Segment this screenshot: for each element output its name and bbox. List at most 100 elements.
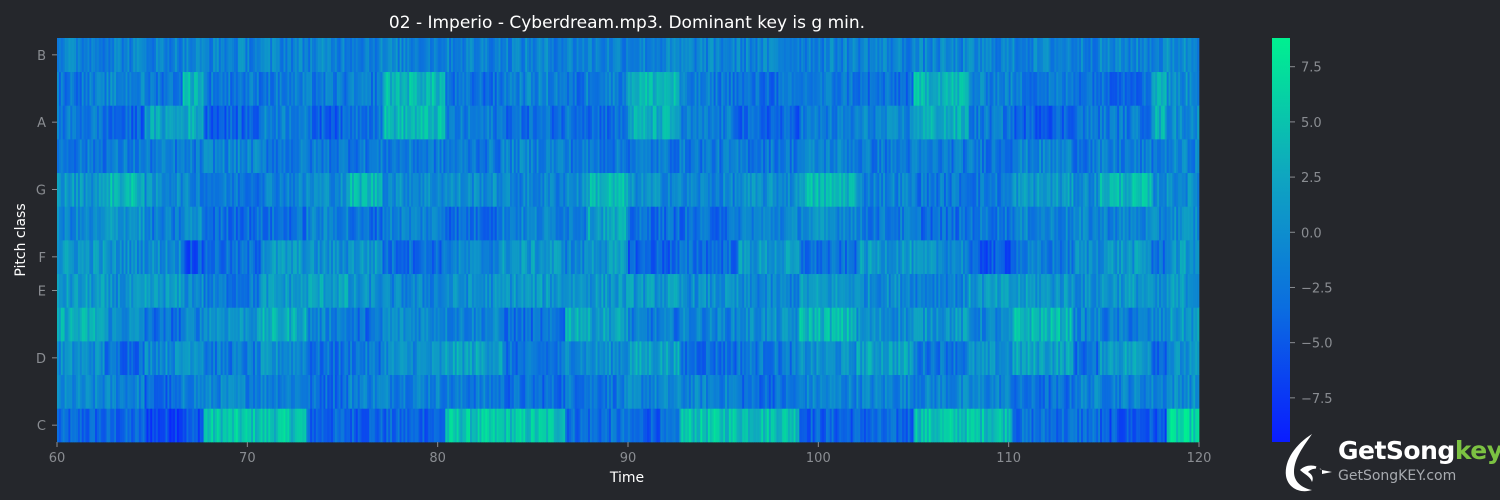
heatmap-cell	[77, 172, 81, 207]
heatmap-cell	[816, 273, 819, 308]
heatmap-cell	[245, 408, 248, 443]
heatmap-cell	[1073, 240, 1076, 275]
heatmap-cell	[1016, 408, 1019, 443]
heatmap-cell	[1025, 172, 1029, 207]
heatmap-cell	[862, 273, 865, 308]
heatmap-cell	[1126, 408, 1129, 443]
heatmap-cell	[509, 172, 513, 207]
heatmap-cell	[951, 408, 954, 443]
heatmap-cell	[431, 273, 435, 308]
heatmap-cell	[534, 206, 537, 241]
heatmap-cell	[393, 240, 397, 275]
heatmap-cell	[1025, 374, 1029, 409]
heatmap-cell	[1012, 206, 1015, 241]
heatmap-cell	[186, 273, 189, 308]
heatmap-cell	[903, 408, 907, 443]
heatmap-cell	[361, 206, 364, 241]
heatmap-cell	[982, 273, 985, 308]
heatmap-cell	[127, 172, 130, 207]
heatmap-cell	[810, 240, 813, 275]
heatmap-cell	[1101, 341, 1105, 376]
heatmap-cell	[441, 374, 444, 409]
heatmap-cell	[679, 206, 682, 241]
heatmap-cell	[258, 172, 261, 207]
heatmap-cell	[578, 240, 581, 275]
heatmap-cell	[232, 341, 235, 376]
heatmap-cell	[959, 172, 962, 207]
heatmap-cell	[513, 341, 517, 376]
heatmap-cell	[529, 206, 532, 241]
heatmap-cell	[681, 240, 684, 275]
heatmap-cell	[323, 307, 326, 342]
heatmap-cell	[774, 240, 777, 275]
heatmap-cell	[150, 374, 153, 409]
heatmap-cell	[171, 341, 174, 376]
heatmap-cell	[770, 206, 773, 241]
heatmap-cell	[687, 374, 690, 409]
heatmap-cell	[976, 206, 979, 241]
heatmap-cell	[1094, 374, 1097, 409]
heatmap-cell	[359, 307, 362, 342]
heatmap-cell	[1004, 341, 1008, 376]
heatmap-cell	[982, 206, 985, 241]
heatmap-cell	[1073, 341, 1076, 376]
heatmap-cell	[746, 273, 749, 308]
heatmap-cell	[367, 240, 370, 275]
heatmap-cell	[846, 240, 850, 275]
heatmap-cell	[1041, 307, 1044, 342]
heatmap-cell	[784, 273, 787, 308]
heatmap-cell	[974, 341, 977, 376]
heatmap-cell	[1164, 408, 1167, 443]
heatmap-cell	[595, 341, 598, 376]
heatmap-cell	[976, 341, 979, 376]
heatmap-cell	[637, 273, 640, 308]
heatmap-cell	[481, 240, 484, 275]
heatmap-cell	[569, 341, 572, 376]
heatmap-cell	[523, 307, 526, 342]
heatmap-cell	[614, 341, 617, 376]
heatmap-cell	[1004, 240, 1008, 275]
heatmap-cell	[589, 273, 593, 308]
heatmap-cell	[753, 172, 756, 207]
heatmap-cell	[359, 240, 362, 275]
heatmap-cell	[778, 206, 781, 241]
heatmap-cell	[490, 172, 494, 207]
heatmap-cell	[302, 374, 305, 409]
heatmap-cell	[1195, 341, 1198, 376]
heatmap-cell	[342, 139, 345, 174]
heatmap-cell	[869, 408, 872, 443]
heatmap-cell	[195, 139, 199, 174]
heatmap-cell	[805, 273, 808, 308]
heatmap-cell	[607, 408, 610, 443]
heatmap-cell	[955, 307, 958, 342]
heatmap-cell	[884, 172, 888, 207]
heatmap-cell	[386, 240, 389, 275]
heatmap-cell	[485, 374, 488, 409]
heatmap-cell	[418, 408, 421, 443]
heatmap-cell	[789, 341, 793, 376]
heatmap-cell	[1067, 206, 1070, 241]
heatmap-cell	[477, 240, 480, 275]
heatmap-cell	[302, 408, 305, 443]
heatmap-cell	[740, 374, 743, 409]
heatmap-cell	[449, 240, 452, 275]
heatmap-cell	[620, 374, 623, 409]
heatmap-cell	[928, 408, 931, 443]
heatmap-cell	[127, 240, 130, 275]
heatmap-cell	[450, 206, 454, 241]
heatmap-cell	[315, 374, 319, 409]
heatmap-cell	[380, 172, 383, 207]
heatmap-cell	[1170, 341, 1173, 376]
heatmap-cell	[184, 273, 187, 308]
heatmap-cell	[824, 240, 827, 275]
heatmap-cell	[538, 273, 541, 308]
heatmap-cell	[911, 240, 914, 275]
heatmap-cell	[824, 273, 827, 308]
heatmap-cell	[391, 341, 395, 376]
heatmap-cell	[770, 307, 773, 342]
heatmap-cell	[966, 273, 970, 308]
heatmap-cell	[1117, 273, 1120, 308]
heatmap-cell	[91, 307, 94, 342]
heatmap-cell	[715, 341, 718, 376]
heatmap-cell	[68, 307, 71, 342]
